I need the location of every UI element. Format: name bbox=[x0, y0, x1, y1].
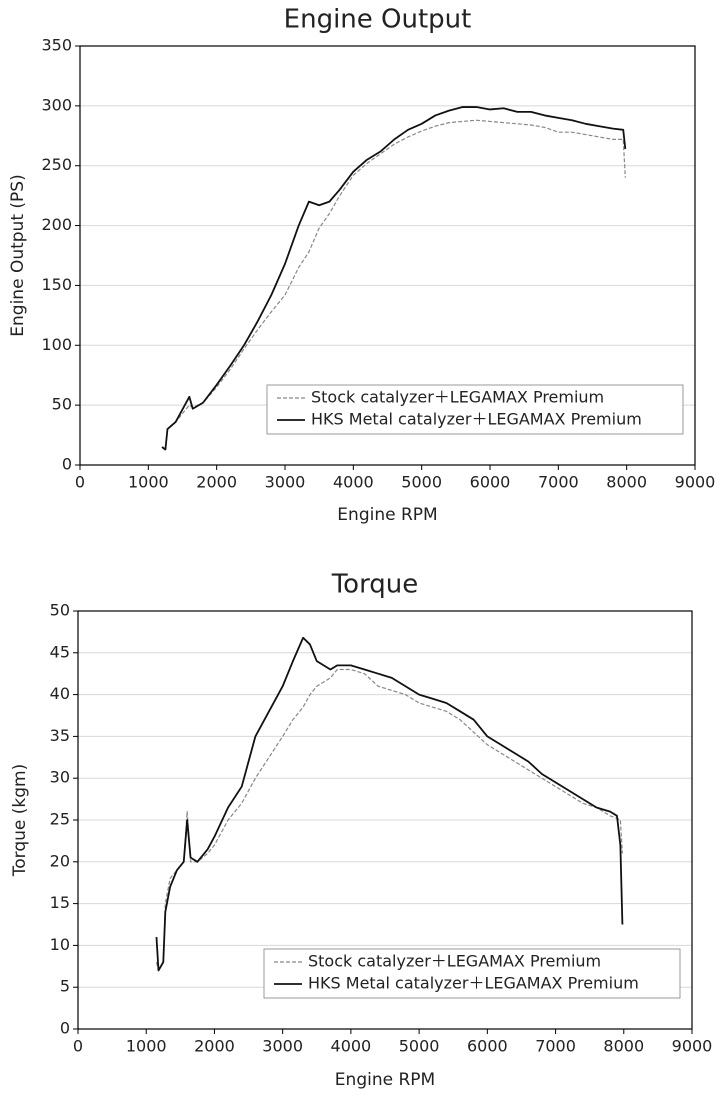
x-tick-label: 3000 bbox=[262, 1037, 303, 1056]
x-tick-label: 7000 bbox=[535, 1037, 576, 1056]
data-line bbox=[155, 636, 624, 972]
x-tick-label: 1000 bbox=[128, 473, 169, 492]
y-tick-label: 250 bbox=[41, 155, 72, 174]
chart-title: Engine Output bbox=[284, 5, 472, 35]
data-line bbox=[161, 106, 627, 451]
y-tick-label: 45 bbox=[50, 642, 70, 661]
x-tick-label: 8000 bbox=[603, 1037, 644, 1056]
x-tick-label: 4000 bbox=[333, 473, 374, 492]
x-tick-label: 8000 bbox=[606, 473, 647, 492]
legend-box bbox=[266, 384, 684, 435]
y-tick-label: 150 bbox=[41, 275, 72, 294]
x-tick-label: 3000 bbox=[265, 473, 306, 492]
legend-label: HKS Metal catalyzer＋LEGAMAX Premium bbox=[308, 974, 639, 993]
legend: Stock catalyzer＋LEGAMAX Premium HKS Metal… bbox=[263, 948, 681, 999]
x-tick-label: 9000 bbox=[672, 1037, 713, 1056]
y-tick-label: 350 bbox=[41, 36, 72, 55]
legend-label: Stock catalyzer＋LEGAMAX Premium bbox=[308, 952, 601, 971]
y-tick-label: 5 bbox=[60, 977, 70, 996]
y-tick-label: 25 bbox=[50, 810, 70, 829]
x-tick-label: 2000 bbox=[196, 473, 237, 492]
y-tick-label: 40 bbox=[50, 684, 70, 703]
legend-label: Stock catalyzer＋LEGAMAX Premium bbox=[311, 388, 604, 407]
y-tick-label: 300 bbox=[41, 95, 72, 114]
plot-frame bbox=[79, 45, 696, 466]
legend-label: HKS Metal catalyzer＋LEGAMAX Premium bbox=[311, 410, 642, 429]
y-axis-label: Torque (kgm) bbox=[10, 764, 30, 877]
y-tick-label: 200 bbox=[41, 215, 72, 234]
x-tick-label: 5000 bbox=[399, 1037, 440, 1056]
chart: Engine Output 0 50 100 150 200 250 300 350 0 1000 2… bbox=[8, 5, 715, 526]
x-tick-label: 5000 bbox=[401, 473, 442, 492]
legend-box bbox=[263, 948, 681, 999]
y-tick-label: 35 bbox=[50, 726, 70, 745]
y-axis-label: Engine Output (PS) bbox=[8, 174, 28, 336]
y-tick-label: 30 bbox=[50, 768, 70, 787]
x-tick-label: 7000 bbox=[538, 473, 579, 492]
x-tick-label: 0 bbox=[75, 473, 85, 492]
x-axis-label: Engine RPM bbox=[337, 505, 437, 525]
plot-frame bbox=[77, 610, 693, 1030]
y-tick-label: 50 bbox=[52, 395, 72, 414]
y-tick-label: 10 bbox=[50, 935, 70, 954]
y-tick-label: 50 bbox=[50, 601, 70, 620]
y-tick-label: 15 bbox=[50, 893, 70, 912]
x-tick-label: 6000 bbox=[467, 1037, 508, 1056]
x-tick-label: 1000 bbox=[126, 1037, 167, 1056]
legend: Stock catalyzer＋LEGAMAX Premium HKS Metal… bbox=[266, 384, 684, 435]
chart-title: Torque bbox=[331, 570, 419, 600]
x-tick-label: 4000 bbox=[331, 1037, 372, 1056]
x-tick-label: 2000 bbox=[194, 1037, 235, 1056]
y-tick-label: 0 bbox=[62, 455, 72, 474]
chart: Torque 0 5 10 15 20 25 30 35 40 45 50 0 1000 2000 3000 4… bbox=[10, 570, 712, 1091]
y-tick-label: 100 bbox=[41, 335, 72, 354]
y-tick-label: 0 bbox=[60, 1019, 70, 1038]
x-axis-label: Engine RPM bbox=[335, 1070, 435, 1090]
x-tick-label: 0 bbox=[73, 1037, 83, 1056]
x-tick-label: 6000 bbox=[470, 473, 511, 492]
y-tick-label: 20 bbox=[50, 851, 70, 870]
x-tick-label: 9000 bbox=[675, 473, 716, 492]
